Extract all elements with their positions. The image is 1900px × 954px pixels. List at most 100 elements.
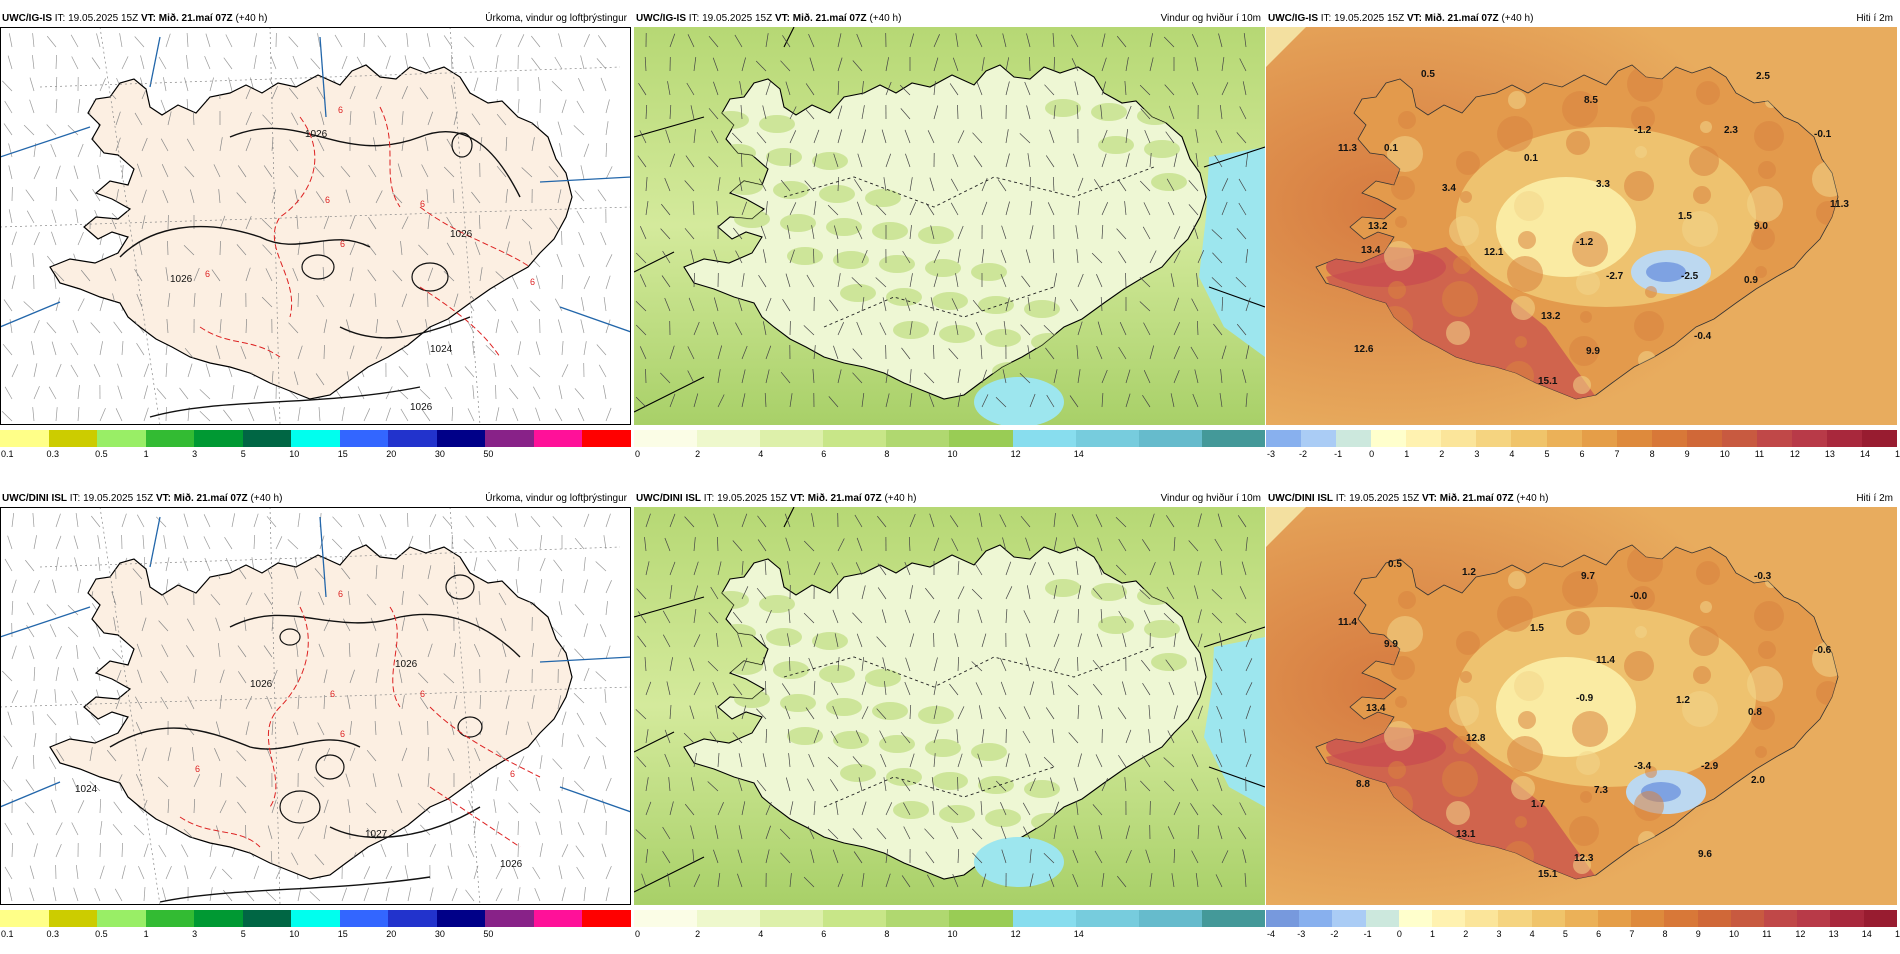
color-scale-tick: -2 xyxy=(1299,449,1307,459)
color-scale-tick: 5 xyxy=(241,929,246,939)
color-scale-swatch xyxy=(582,910,631,927)
color-scale-tick: -1 xyxy=(1364,929,1372,939)
temp-value-label: 0.9 xyxy=(1744,275,1758,286)
color-scale-tick: 10 xyxy=(948,449,958,459)
run-info: UWC/IG-IS IT: 19.05.2025 15Z VT: Mið. 21… xyxy=(1268,12,1533,26)
temp-value-label: -1.2 xyxy=(1576,237,1594,248)
temp-value-label: 3.4 xyxy=(1442,183,1456,194)
color-scale-tick: 10 xyxy=(1729,929,1739,939)
valid-time-label: VT: xyxy=(1407,13,1422,24)
temp-value-label: 11.4 xyxy=(1338,617,1357,628)
panel-title: Úrkoma, vindur og loftþrýstingur xyxy=(485,12,627,26)
color-scale-tick: 5 xyxy=(1563,929,1568,939)
temp-value-label: -0.4 xyxy=(1694,331,1712,342)
color-scale-tick: 9 xyxy=(1696,929,1701,939)
valid-time: Mið. 21.maí 07Z xyxy=(174,493,248,504)
color-scale-swatch xyxy=(97,430,146,447)
map-area[interactable] xyxy=(634,27,1265,425)
color-scale-swatch xyxy=(437,430,486,447)
color-scale-tick: 0 xyxy=(1369,449,1374,459)
valid-time-label: VT: xyxy=(141,13,156,24)
color-scale-swatch xyxy=(49,430,98,447)
color-scale-tick: 3 xyxy=(1474,449,1479,459)
map-area[interactable] xyxy=(634,507,1265,905)
color-scale-swatch xyxy=(582,430,631,447)
color-scale-tick: 2 xyxy=(695,449,700,459)
color-scale-swatch xyxy=(1139,430,1202,447)
color-scale-tick: 2 xyxy=(1463,929,1468,939)
color-scale-swatch xyxy=(0,910,49,927)
color-scale-tick: 7 xyxy=(1629,929,1634,939)
temp-value-label: 11.3 xyxy=(1830,199,1849,210)
color-scale-swatch xyxy=(1862,430,1897,447)
color-scale-swatch xyxy=(1013,430,1076,447)
color-scale-swatch xyxy=(886,430,949,447)
color-scale-tick: 20 xyxy=(386,929,396,939)
temp-value-label: -0.6 xyxy=(1814,645,1832,656)
color-scale-tick: 13 xyxy=(1829,929,1839,939)
color-scale-swatch xyxy=(1664,910,1697,927)
lead-time: (+40 h) xyxy=(1516,493,1548,504)
lead-time: (+40 h) xyxy=(250,493,282,504)
temp-value-label: 13.2 xyxy=(1541,311,1561,322)
temp-value-label: 11.3 xyxy=(1338,143,1357,154)
run-info: UWC/IG-IS IT: 19.05.2025 15Z VT: Mið. 21… xyxy=(2,12,267,26)
color-scale-swatch xyxy=(886,910,949,927)
panel-ig-precip: UWC/IG-IS IT: 19.05.2025 15Z VT: Mið. 21… xyxy=(0,12,631,474)
color-scale-swatch xyxy=(1266,430,1301,447)
panel-header: UWC/IG-IS IT: 19.05.2025 15Z VT: Mið. 21… xyxy=(0,12,631,26)
temp-value-label: 1.2 xyxy=(1676,695,1690,706)
temp-value-label: -2.7 xyxy=(1606,271,1624,282)
color-scale-swatch xyxy=(1266,910,1299,927)
valid-time-label: VT: xyxy=(156,493,171,504)
color-scale-tick: 1 xyxy=(1404,449,1409,459)
color-scale-tick: 0.1 xyxy=(1,929,14,939)
run-info: UWC/DINI ISL IT: 19.05.2025 15Z VT: Mið.… xyxy=(2,492,282,506)
temp-value-label: 12.6 xyxy=(1354,344,1374,355)
color-scale-swatch xyxy=(340,430,389,447)
color-scale-tick: 8 xyxy=(1663,929,1668,939)
color-scale-swatch xyxy=(49,910,98,927)
color-scale-tick: 9 xyxy=(1685,449,1690,459)
lead-time: (+40 h) xyxy=(884,493,916,504)
lead-time: (+40 h) xyxy=(1501,13,1533,24)
temp-value-label: 0.1 xyxy=(1524,153,1538,164)
color-scale-tick: 1 xyxy=(1430,929,1435,939)
color-scale-tick: 11 xyxy=(1762,929,1771,939)
temp-value-label: 13.4 xyxy=(1366,703,1386,714)
color-scale-swatch xyxy=(1336,430,1371,447)
color-scale-swatch xyxy=(823,430,886,447)
color-scale-swatch xyxy=(1498,910,1531,927)
color-scale-swatch xyxy=(291,430,340,447)
color-scale: -4-3-2-1012345678910111213141516 xyxy=(1266,910,1897,941)
color-scale-swatch xyxy=(1366,910,1399,927)
color-scale-swatch xyxy=(388,910,437,927)
color-scale-swatch xyxy=(1547,430,1582,447)
panel-title: Hiti í 2m xyxy=(1856,12,1893,26)
color-scale-swatch xyxy=(437,910,486,927)
color-scale-swatch xyxy=(634,430,697,447)
init-time: IT: 19.05.2025 15Z xyxy=(689,13,772,24)
color-scale-swatch xyxy=(1076,910,1139,927)
color-scale-swatch xyxy=(534,430,583,447)
color-scale-tick: 0.1 xyxy=(1,449,14,459)
model-name: UWC/IG-IS xyxy=(1268,13,1318,24)
temp-value-label: -2.5 xyxy=(1681,271,1699,282)
color-scale-tick: 2 xyxy=(695,929,700,939)
temp-value-label: 1.5 xyxy=(1678,211,1692,222)
run-info: UWC/IG-IS IT: 19.05.2025 15Z VT: Mið. 21… xyxy=(636,12,901,26)
color-scale-tick: 8 xyxy=(884,929,889,939)
temp-value-label: -1.2 xyxy=(1634,125,1652,136)
temp-value-label: -0.1 xyxy=(1814,129,1832,140)
temp-value-label: -2.9 xyxy=(1701,761,1719,772)
color-scale-swatch xyxy=(1399,910,1432,927)
temp-value-label: 12.1 xyxy=(1484,247,1504,258)
temp-value-label: -0.9 xyxy=(1576,693,1594,704)
